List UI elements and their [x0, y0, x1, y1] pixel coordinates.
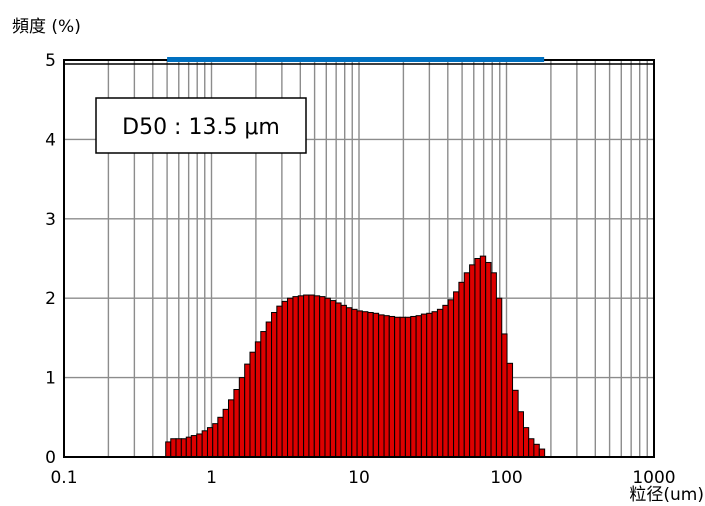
x-tick-label: 1 — [206, 468, 217, 488]
x-tick-label: 0.1 — [50, 468, 77, 488]
histogram-bar — [426, 312, 433, 458]
histogram-bar — [287, 297, 294, 458]
histogram-bar — [212, 423, 219, 458]
histogram-bar — [479, 255, 487, 458]
histogram-bar — [238, 377, 246, 458]
histogram-bar — [292, 296, 299, 458]
histogram-bar — [367, 311, 374, 458]
histogram-bar — [431, 311, 438, 458]
histogram-bar — [528, 438, 535, 458]
histogram-bar — [281, 300, 289, 458]
histogram-bar — [490, 272, 497, 458]
histogram-bar — [297, 295, 305, 458]
histogram-bar — [469, 264, 476, 458]
x-tick-label: 1000 — [632, 468, 675, 488]
histogram-bar — [351, 308, 358, 458]
histogram-bar — [165, 441, 172, 458]
histogram-bar — [271, 311, 278, 458]
histogram-bar — [313, 295, 321, 458]
histogram-bar — [442, 304, 449, 458]
histogram-bar — [436, 308, 444, 458]
histogram-bar — [206, 427, 214, 458]
histogram-bar — [506, 362, 514, 458]
histogram-bar — [388, 315, 396, 458]
y-tick-label: 4 — [45, 130, 56, 150]
histogram-bar — [335, 302, 342, 458]
histogram-bar — [233, 389, 240, 458]
x-tick-label: 100 — [490, 468, 522, 488]
histogram-bars — [165, 255, 546, 458]
histogram-bar — [175, 438, 182, 458]
histogram-bar — [170, 438, 177, 458]
measurement-range-bar — [167, 57, 545, 62]
histogram-bar — [447, 299, 455, 458]
histogram-bar — [517, 411, 524, 458]
histogram-bar — [522, 427, 530, 458]
histogram-bar — [485, 261, 492, 458]
histogram-bar — [340, 304, 347, 458]
histogram-bar — [345, 307, 353, 458]
histogram-bar — [453, 291, 460, 458]
histogram-bar — [356, 310, 363, 458]
histogram-bar — [180, 438, 187, 458]
histogram-bar — [222, 408, 229, 458]
histogram-bar — [410, 315, 417, 458]
histogram-bar — [394, 316, 401, 458]
histogram-bar — [324, 297, 331, 458]
histogram-bar — [533, 443, 540, 458]
histogram-bar — [260, 331, 267, 458]
histogram-bar — [319, 296, 326, 458]
histogram-bar — [474, 258, 481, 458]
histogram-bar — [512, 389, 519, 458]
histogram-bar — [201, 430, 208, 458]
histogram-bar — [383, 315, 390, 458]
histogram-bar — [399, 316, 406, 458]
x-tick-label: 10 — [348, 468, 370, 488]
histogram-bar — [329, 300, 337, 458]
histogram-bar — [265, 321, 273, 458]
histogram-bar — [303, 294, 310, 458]
axes — [63, 57, 655, 458]
histogram-bar — [308, 294, 315, 458]
histogram-bar — [463, 272, 471, 458]
y-tick-label: 3 — [45, 210, 56, 230]
y-tick-label: 2 — [45, 289, 56, 309]
histogram-bar — [244, 363, 251, 458]
histogram-bar — [249, 351, 256, 458]
histogram-bar — [404, 316, 412, 458]
histogram-bar — [420, 313, 428, 458]
histogram-bar — [378, 314, 385, 458]
histogram-bar — [415, 315, 422, 458]
histogram-bar — [276, 305, 283, 458]
y-tick-label: 1 — [45, 369, 56, 389]
d50-annotation-text: D50 : 13.5 μm — [122, 115, 280, 140]
y-tick-label: 0 — [45, 448, 56, 468]
x-axis-title: 粒径(um) — [629, 485, 704, 505]
histogram-bar — [190, 435, 198, 458]
y-tick-label: 5 — [45, 51, 56, 71]
tick-labels: 0.1 1 10 100 1000 0 1 2 3 4 5 — [45, 51, 675, 488]
histogram-bar — [372, 312, 380, 458]
d50-annotation-frame — [95, 97, 307, 154]
histogram-bar — [196, 433, 203, 458]
histogram-bar — [361, 311, 369, 458]
histogram-bar — [495, 297, 503, 458]
histogram-bar — [501, 333, 508, 458]
histogram-bar — [227, 399, 235, 458]
histogram-bar — [254, 341, 262, 458]
histogram-bar — [185, 436, 192, 458]
d50-annotation-box: D50 : 13.5 μm — [95, 97, 307, 154]
y-axis-title: 頻度 (%) — [12, 17, 81, 37]
histogram-bar — [458, 281, 465, 458]
histogram-bar — [217, 416, 224, 458]
histogram-bar — [538, 448, 546, 458]
